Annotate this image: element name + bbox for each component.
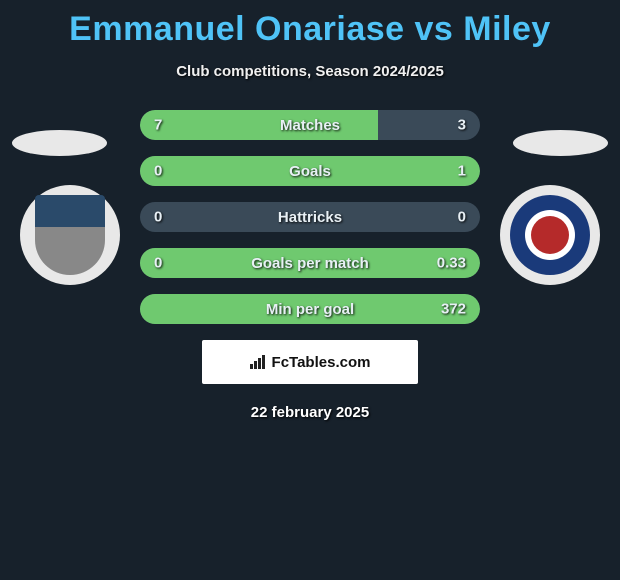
player-left-ellipse bbox=[12, 130, 107, 156]
stat-value-left: 0 bbox=[154, 209, 162, 226]
stat-row: 0 Goals 1 bbox=[140, 156, 480, 186]
stat-value-right: 0.33 bbox=[437, 255, 466, 272]
stat-row: 0 Hattricks 0 bbox=[140, 202, 480, 232]
comparison-content: 7 Matches 3 0 Goals 1 0 Hattricks 0 0 Goals per ma… bbox=[0, 110, 620, 421]
brand-text: FcTables.com bbox=[272, 354, 371, 371]
stat-value-right: 3 bbox=[458, 117, 466, 134]
stat-value-right: 372 bbox=[441, 301, 466, 318]
stat-label: Min per goal bbox=[266, 301, 354, 318]
player-right-ellipse bbox=[513, 130, 608, 156]
page-title: Emmanuel Onariase vs Miley bbox=[0, 0, 620, 49]
stat-fill-left bbox=[140, 110, 378, 140]
date-text: 22 february 2025 bbox=[0, 404, 620, 421]
stat-label: Goals per match bbox=[251, 255, 369, 272]
stat-value-left: 7 bbox=[154, 117, 162, 134]
team-crest-right bbox=[500, 185, 600, 285]
stat-row: 7 Matches 3 bbox=[140, 110, 480, 140]
stat-value-left: 0 bbox=[154, 163, 162, 180]
stat-label: Matches bbox=[280, 117, 340, 134]
stat-value-right: 0 bbox=[458, 209, 466, 226]
subtitle: Club competitions, Season 2024/2025 bbox=[0, 63, 620, 80]
shield-icon bbox=[35, 195, 105, 275]
stats-table: 7 Matches 3 0 Goals 1 0 Hattricks 0 0 Goals per ma… bbox=[140, 110, 480, 324]
stat-row: Min per goal 372 bbox=[140, 294, 480, 324]
chart-icon bbox=[250, 355, 268, 369]
wheel-badge-icon bbox=[510, 195, 590, 275]
stat-label: Hattricks bbox=[278, 209, 342, 226]
stat-row: 0 Goals per match 0.33 bbox=[140, 248, 480, 278]
stat-value-right: 1 bbox=[458, 163, 466, 180]
stat-value-left: 0 bbox=[154, 255, 162, 272]
brand-badge[interactable]: FcTables.com bbox=[202, 340, 418, 384]
stat-label: Goals bbox=[289, 163, 331, 180]
team-crest-left bbox=[20, 185, 120, 285]
